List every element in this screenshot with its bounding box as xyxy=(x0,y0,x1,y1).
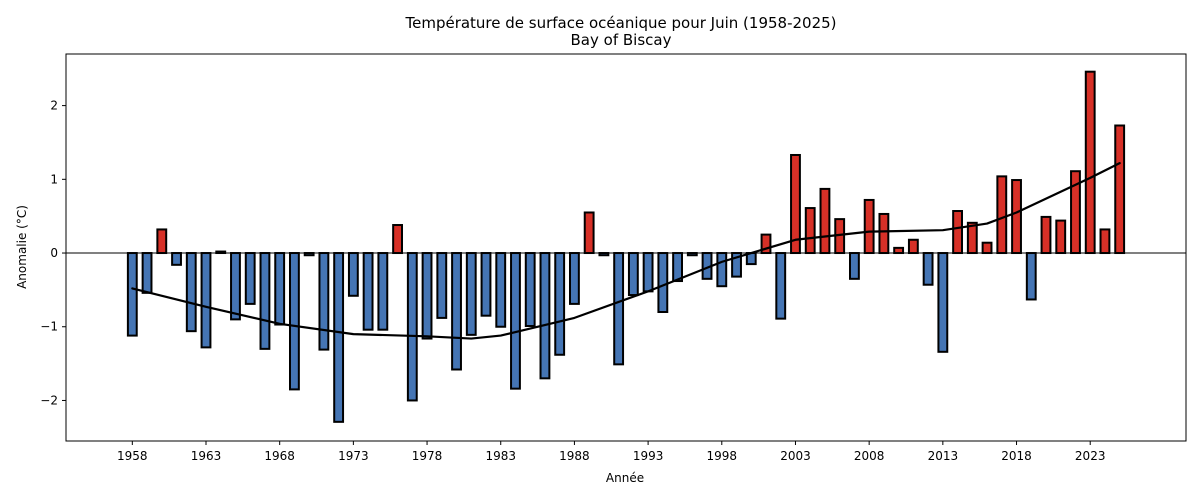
y-tick-label-2: 2 xyxy=(50,99,58,113)
trend-line xyxy=(131,162,1121,340)
x-tick-label-2023: 2023 xyxy=(1075,449,1106,463)
bar-2020 xyxy=(1040,215,1052,255)
x-tick-label-2003: 2003 xyxy=(780,449,811,463)
bar-2021 xyxy=(1055,219,1067,255)
bar-1998 xyxy=(716,252,728,288)
bar-1985 xyxy=(524,252,536,328)
x-tick-label-1993: 1993 xyxy=(633,449,664,463)
y-tick-label-0: 0 xyxy=(50,246,58,260)
x-tick-label-1968: 1968 xyxy=(264,449,295,463)
bar-1972 xyxy=(333,252,345,423)
x-axis-label: Année xyxy=(606,471,644,485)
bar-1995 xyxy=(672,252,683,283)
x-tick-label-1978: 1978 xyxy=(412,449,443,463)
y-tick-label-1: 1 xyxy=(50,172,58,186)
bar-1993 xyxy=(642,252,654,293)
x-tick-label-2013: 2013 xyxy=(928,449,959,463)
bar-1980 xyxy=(451,252,462,371)
x-tick-label-1998: 1998 xyxy=(707,449,738,463)
bar-1986 xyxy=(539,252,551,380)
bar-1975 xyxy=(377,252,389,331)
bar-2002 xyxy=(775,252,787,320)
bar-2009 xyxy=(878,212,890,255)
bar-1982 xyxy=(480,252,492,317)
bar-1981 xyxy=(465,252,477,336)
y-tick-label--2: −2 xyxy=(40,393,58,407)
bar-1971 xyxy=(318,252,330,351)
bar-2019 xyxy=(1025,252,1037,301)
bars-group xyxy=(126,70,1126,423)
bar-1969 xyxy=(289,252,300,391)
bar-2023 xyxy=(1084,70,1096,255)
bar-1958 xyxy=(126,252,138,337)
bar-1994 xyxy=(657,252,669,313)
bar-1987 xyxy=(554,252,566,356)
x-tick-label-1963: 1963 xyxy=(191,449,222,463)
bar-1977 xyxy=(406,252,418,402)
y-axis-label: Anomalie (°C) xyxy=(15,205,29,289)
bar-2011 xyxy=(907,238,919,255)
bar-1979 xyxy=(436,252,448,319)
bar-2007 xyxy=(849,252,860,280)
bar-1967 xyxy=(259,252,271,350)
bar-1973 xyxy=(347,252,359,297)
bar-1968 xyxy=(274,252,286,326)
bar-1976 xyxy=(392,224,404,255)
bar-1965 xyxy=(230,252,241,321)
bar-1963 xyxy=(200,252,212,349)
chart-title: Température de surface océanique pour Ju… xyxy=(404,14,836,32)
bar-2004 xyxy=(804,207,816,255)
bar-2017 xyxy=(996,175,1008,255)
bar-2014 xyxy=(952,210,963,255)
bar-1983 xyxy=(495,252,507,328)
bar-1988 xyxy=(569,252,580,305)
axes-group: 1958 1963 1968 1973 1978 1983 1988 1993 1998 2003… xyxy=(40,53,1187,463)
bar-2012 xyxy=(922,252,934,286)
bar-2005 xyxy=(819,187,831,255)
bar-1959 xyxy=(141,252,153,294)
bar-1974 xyxy=(362,252,374,331)
bar-1961 xyxy=(171,252,182,266)
chart-subtitle: Bay of Biscay xyxy=(571,31,672,49)
trend-group xyxy=(131,162,1121,340)
bar-1978 xyxy=(421,252,433,340)
y-tick-label--1: −1 xyxy=(40,320,58,334)
bar-1966 xyxy=(244,252,256,305)
bar-1984 xyxy=(510,252,521,390)
bar-1989 xyxy=(583,211,595,255)
bar-1992 xyxy=(627,252,639,297)
plot-frame xyxy=(65,53,1187,442)
x-tick-label-1973: 1973 xyxy=(338,449,369,463)
bar-1962 xyxy=(185,252,197,333)
bar-2024 xyxy=(1099,228,1111,255)
bar-2015 xyxy=(966,221,978,255)
x-tick-label-1983: 1983 xyxy=(485,449,516,463)
bar-2018 xyxy=(1011,179,1022,255)
x-tick-label-2018: 2018 xyxy=(1001,449,1032,463)
bar-2016 xyxy=(981,241,993,255)
bar-2008 xyxy=(863,198,875,255)
x-tick-label-1958: 1958 xyxy=(117,449,148,463)
bar-1960 xyxy=(156,228,168,255)
bar-2013 xyxy=(937,252,949,353)
x-tick-label-2008: 2008 xyxy=(854,449,885,463)
bar-2025 xyxy=(1114,124,1126,255)
bar-1991 xyxy=(613,252,625,366)
x-tick-label-1988: 1988 xyxy=(559,449,590,463)
bar-2010 xyxy=(893,246,905,255)
